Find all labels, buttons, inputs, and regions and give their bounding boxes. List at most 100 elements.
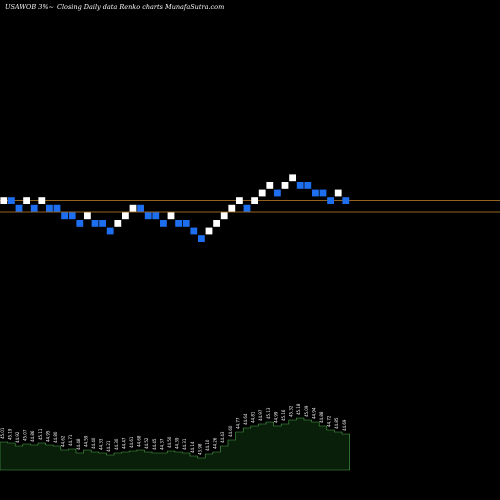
volume-label: 44.97	[258, 409, 263, 421]
volume-label: 44.37	[159, 438, 164, 450]
renko-brick-down	[342, 197, 350, 204]
renko-brick-up	[266, 182, 274, 189]
volume-label: 45.13	[266, 407, 271, 419]
renko-brick-down	[53, 204, 61, 212]
volume-label: 44.30	[114, 438, 119, 450]
volume-label: 44.26	[213, 437, 218, 449]
volume-label: 44.50	[167, 436, 172, 448]
renko-brick-up	[334, 189, 342, 197]
renko-brick-down	[106, 227, 114, 235]
volume-label: 44.99	[273, 411, 278, 423]
renko-brick-down	[68, 212, 76, 220]
renko-brick-down	[144, 212, 152, 220]
renko-brick-up	[129, 204, 137, 212]
volume-label: 44.69	[342, 419, 347, 431]
renko-brick-up	[251, 197, 258, 204]
volume-label: 44.47	[121, 437, 126, 449]
volume-label: 45.16	[281, 409, 286, 421]
volume-label: 45.01	[0, 427, 5, 439]
renko-brick-up	[84, 212, 91, 220]
renko-brick-down	[8, 197, 15, 204]
volume-label: 44.94	[311, 407, 316, 419]
volume-label: 44.45	[152, 438, 157, 450]
renko-brick-up	[0, 197, 8, 204]
renko-brick-up	[122, 212, 129, 220]
renko-brick-up	[258, 189, 266, 197]
renko-brick-down	[99, 220, 106, 227]
volume-label: 44.80	[53, 431, 58, 443]
renko-brick-down	[319, 189, 327, 197]
volume-label: 44.33	[99, 438, 104, 450]
renko-brick-down	[61, 212, 68, 220]
volume-label: 44.21	[106, 440, 111, 452]
volume-label: 44.10	[205, 439, 210, 451]
volume-label: 43.98	[197, 443, 202, 455]
volume-label: 44.60	[228, 425, 233, 437]
volume-label: 44.59	[83, 435, 88, 447]
volume-label: 44.95	[45, 430, 50, 442]
volume-label: 45.18	[296, 403, 301, 415]
volume-label: 45.09	[304, 405, 309, 417]
renko-brick-down	[137, 204, 144, 212]
renko-brick-down	[243, 204, 251, 212]
volume-label: 44.72	[327, 415, 332, 427]
volume-label: 44.14	[190, 441, 195, 453]
renko-brick-up	[114, 220, 122, 227]
renko-brick-down	[190, 227, 198, 235]
renko-brick-down	[76, 220, 84, 227]
volume-label: 44.86	[30, 430, 35, 442]
renko-brick-up	[281, 182, 289, 189]
renko-brick-up	[213, 220, 220, 227]
renko-brick-down	[312, 189, 319, 197]
renko-brick-down	[274, 189, 281, 197]
renko-brick-down	[46, 204, 53, 212]
renko-brick-up	[205, 227, 213, 235]
volume-label: 44.31	[182, 438, 187, 450]
renko-brick-down	[182, 220, 190, 227]
renko-brick-up	[220, 212, 228, 220]
renko-brick-down	[198, 235, 205, 242]
renko-brick-down	[304, 182, 312, 189]
chart-caption: Closing Daily data Renko charts MunafaSu…	[57, 3, 224, 11]
renko-brick-up	[38, 197, 46, 204]
volume-label: 44.81	[251, 411, 256, 423]
volume-label: 44.40	[91, 437, 96, 449]
renko-brick-down	[15, 204, 23, 212]
renko-brick-down	[152, 212, 160, 220]
renko-brick-up	[228, 204, 236, 212]
volume-label: 44.88	[319, 411, 324, 423]
volume-label: 44.64	[243, 413, 248, 425]
volume-label: 45.11	[38, 428, 43, 440]
volume-panel: 45.01 45.19 44.92 45.07 44.86 45.11 44.95 44.80…	[0, 403, 350, 471]
volume-label: 44.39	[175, 437, 180, 449]
volume-label: 44.61	[129, 436, 134, 448]
renko-brick-down	[175, 220, 182, 227]
renko-bricks	[0, 174, 350, 242]
renko-brick-down	[30, 204, 38, 212]
volume-label: 44.92	[15, 431, 20, 443]
renko-brick-down	[327, 197, 334, 204]
volume-label: 44.85	[334, 417, 339, 429]
volume-label: 44.52	[144, 437, 149, 449]
volume-label: 45.07	[23, 429, 28, 441]
volume-label: 45.32	[289, 405, 294, 417]
renko-brick-up	[167, 212, 175, 220]
renko-brick-down	[160, 220, 167, 227]
volume-label: 44.43	[220, 431, 225, 443]
chart-symbol-label: USAWOB 3%~	[5, 3, 54, 11]
renko-brick-down	[91, 220, 99, 227]
renko-brick-up	[289, 174, 296, 182]
volume-label: 44.68	[137, 435, 142, 447]
renko-brick-up	[236, 197, 243, 204]
renko-brick-up	[23, 197, 30, 204]
volume-area	[0, 417, 350, 471]
volume-label: 44.48	[76, 438, 81, 450]
volume-label: 44.77	[235, 417, 240, 429]
volume-label: 45.19	[7, 428, 12, 440]
reference-lines	[0, 200, 500, 213]
volume-label: 44.71	[68, 434, 73, 446]
renko-brick-down	[296, 182, 304, 189]
